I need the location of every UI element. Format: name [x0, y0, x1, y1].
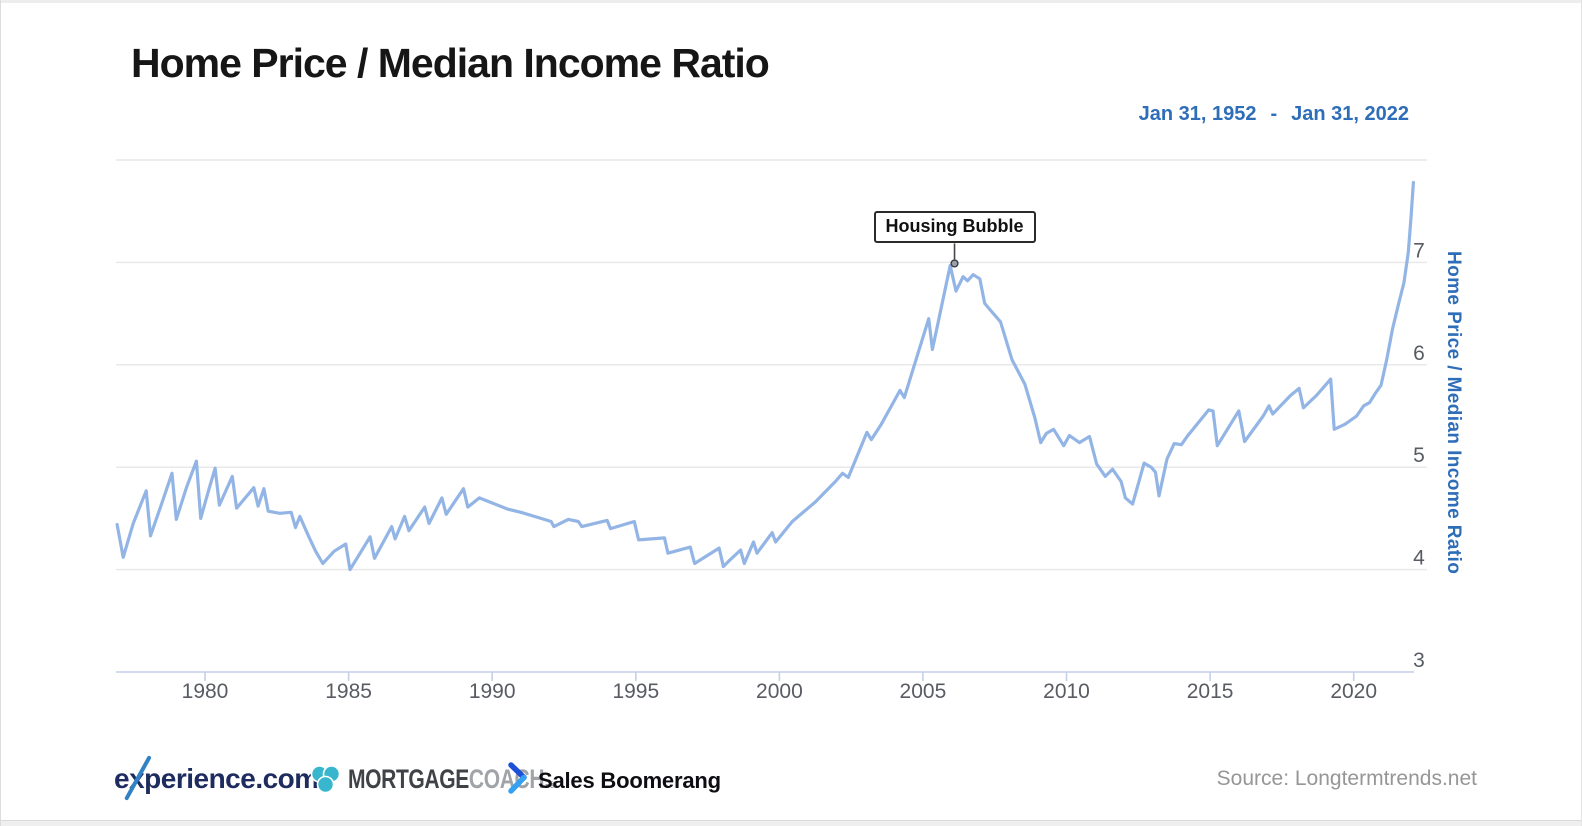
top-edge-divider [1, 0, 1581, 3]
x-tick-label: 2010 [1043, 680, 1090, 703]
y-axis-title: Home Price / Median Income Ratio [1443, 251, 1464, 575]
x-tick-label: 1995 [612, 680, 659, 703]
y-tick-label: 6 [1413, 342, 1425, 365]
bottom-edge-bar [1, 820, 1581, 826]
y-tick-label: 3 [1413, 649, 1425, 672]
x-tick-label: 2000 [756, 680, 803, 703]
date-range-separator: - [1270, 103, 1278, 125]
experience-com-logo[interactable]: e x perience.com [114, 763, 319, 795]
y-tick-label: 4 [1413, 547, 1425, 570]
date-range: Jan 31, 1952- Jan 31, 2022 [1139, 103, 1409, 126]
mortgage-coach-text-mortgage: MORTGAGE [348, 764, 469, 794]
series-line [115, 180, 1415, 572]
housing-bubble-annotation: Housing Bubble [873, 211, 1036, 244]
sales-boomerang-logo-text: Sales Boomerang [538, 767, 721, 793]
date-range-end: Jan 31, 2022 [1291, 103, 1409, 125]
experience-x-slash-icon: x [129, 763, 145, 794]
sales-boomerang-chevron-icon [507, 761, 529, 800]
y-tick-label: 7 [1413, 239, 1425, 262]
annotation-dot [950, 259, 959, 268]
x-tick-label: 1980 [182, 680, 229, 703]
experience-logo-text-suffix: perience.com [144, 763, 319, 794]
plot-area[interactable] [116, 160, 1414, 672]
date-range-start: Jan 31, 1952 [1138, 103, 1257, 125]
x-tick-label: 2005 [900, 680, 947, 703]
source-attribution: Source: Longtermtrends.net [1216, 767, 1477, 790]
experience-logo-text-prefix: e [114, 763, 130, 794]
x-tick-label: 2020 [1330, 680, 1377, 703]
registered-mark: ® [549, 780, 555, 790]
x-tick-label: 1990 [469, 680, 516, 703]
x-tick-label: 2015 [1187, 680, 1234, 703]
sales-boomerang-logo[interactable]: Sales Boomerang [507, 761, 721, 800]
x-tick-label: 1985 [325, 680, 372, 703]
page-title: Home Price / Median Income Ratio [131, 40, 770, 86]
mortgage-coach-trefoil-icon [309, 763, 342, 796]
y-tick-label: 5 [1413, 444, 1425, 467]
